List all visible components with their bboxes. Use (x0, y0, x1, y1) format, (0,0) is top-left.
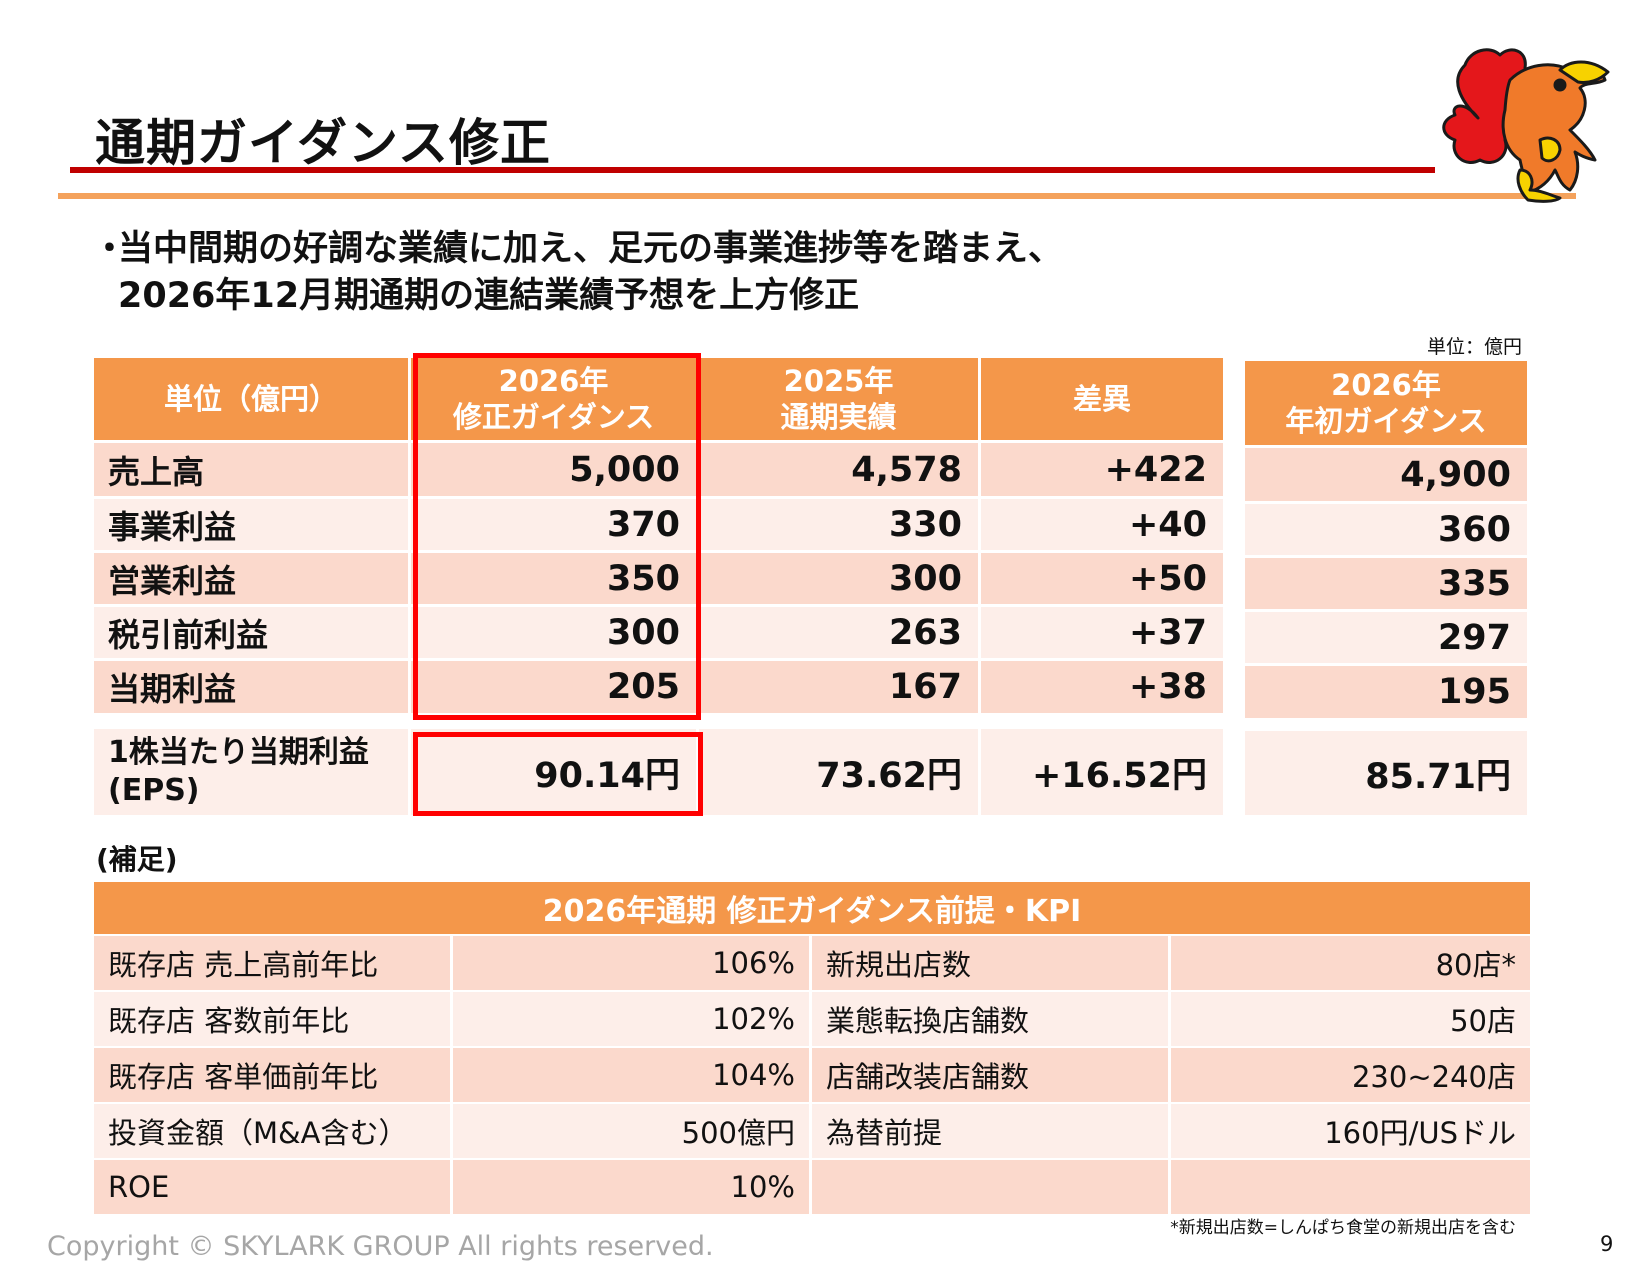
initial-value: 4,900 (1245, 445, 1527, 501)
table-row: 投資金額（M&A含む） 500億円 為替前提 160円/USドル (94, 1102, 1530, 1158)
kpi-label: 店舗改装店舗数 (812, 1046, 1171, 1102)
table-row: 297 (1245, 609, 1527, 663)
table-row: ROE 10% (94, 1158, 1530, 1214)
kpi-table: 2026年通期 修正ガイダンス前提・KPI 既存店 売上高前年比 106% 新規… (94, 882, 1530, 1214)
header-difference: 差異 (981, 358, 1223, 440)
diff-value: +422 (981, 440, 1223, 496)
kpi-label: 新規出店数 (812, 934, 1171, 990)
unit-note: 単位：億円 (1426, 336, 1522, 358)
kpi-value (1171, 1158, 1530, 1214)
title-underline-red (70, 167, 1435, 173)
kpi-label: 既存店 売上高前年比 (94, 934, 453, 990)
header-unit: 単位（億円） (94, 358, 411, 440)
table-row: 既存店 客数前年比 102% 業態転換店舗数 50店 (94, 990, 1530, 1046)
revised-value: 5,000 (411, 440, 699, 496)
table-row: 売上高 5,000 4,578 +422 (94, 440, 1223, 496)
kpi-label: ROE (94, 1158, 453, 1214)
table-row: 税引前利益 300 263 +37 (94, 604, 1223, 658)
kpi-value: 102% (453, 990, 812, 1046)
title-underline-orange (58, 193, 1576, 199)
table-row: 195 (1245, 663, 1527, 718)
table-header-row: 単位（億円） 2026年 修正ガイダンス 2025年 通期実績 差異 (94, 358, 1223, 440)
actual-value: 330 (699, 496, 981, 550)
kpi-label: 既存店 客数前年比 (94, 990, 453, 1046)
eps-revised-value: 90.14円 (411, 729, 699, 815)
kpi-label: 投資金額（M&A含む） (94, 1102, 453, 1158)
header-revised-guidance: 2026年 修正ガイダンス (411, 358, 699, 440)
row-label: 事業利益 (94, 496, 411, 550)
kpi-value: 160円/USドル (1171, 1102, 1530, 1158)
table-row: 既存店 売上高前年比 106% 新規出店数 80店* (94, 934, 1530, 990)
diff-value: +40 (981, 496, 1223, 550)
initial-value: 360 (1245, 501, 1527, 555)
kpi-value: 10% (453, 1158, 812, 1214)
eps-row: 85.71円 (1245, 731, 1527, 815)
row-label: 当期利益 (94, 658, 411, 713)
kpi-value: 230~240店 (1171, 1046, 1530, 1102)
initial-value: 195 (1245, 663, 1527, 718)
header-2025-actual: 2025年 通期実績 (699, 358, 981, 440)
kpi-label: 為替前提 (812, 1102, 1171, 1158)
table-row: 当期利益 205 167 +38 (94, 658, 1223, 713)
revised-value: 370 (411, 496, 699, 550)
table-row: 335 (1245, 555, 1527, 609)
actual-value: 167 (699, 658, 981, 713)
eps-highlight (413, 732, 703, 816)
page-title: 通期ガイダンス修正 (95, 114, 551, 172)
revised-guidance-highlight (413, 353, 701, 720)
kpi-value: 104% (453, 1046, 812, 1102)
copyright: Copyright © SKYLARK GROUP All rights res… (47, 1231, 714, 1262)
header-initial-guidance: 2026年 年初ガイダンス (1245, 361, 1527, 445)
eps-row: 1株当たり当期利益 (EPS) 90.14円 73.62円 +16.52円 (94, 729, 1223, 815)
kpi-label (812, 1158, 1171, 1214)
table-row: 4,900 (1245, 445, 1527, 501)
initial-value: 297 (1245, 609, 1527, 663)
page-number: 9 (1600, 1232, 1614, 1256)
kpi-value: 80店* (1171, 934, 1530, 990)
kpi-value: 50店 (1171, 990, 1530, 1046)
table-row: 営業利益 350 300 +50 (94, 550, 1223, 604)
actual-value: 263 (699, 604, 981, 658)
actual-value: 4,578 (699, 440, 981, 496)
skylark-mascot-logo (1442, 48, 1610, 203)
table-row: 360 (1245, 501, 1527, 555)
table-spacer-row (1245, 718, 1527, 731)
bullet-line-1: 当中間期の好調な業績に加え、足元の事業進捗等を踏まえ、 (118, 229, 1064, 269)
initial-eps-value: 85.71円 (1245, 731, 1527, 815)
actual-value: 300 (699, 550, 981, 604)
guidance-comparison-table: 単位（億円） 2026年 修正ガイダンス 2025年 通期実績 差異 売上高 5,0… (94, 358, 1223, 815)
diff-value: +50 (981, 550, 1223, 604)
initial-value: 335 (1245, 555, 1527, 609)
row-label: 税引前利益 (94, 604, 411, 658)
eps-diff-value: +16.52円 (981, 729, 1223, 815)
kpi-label: 業態転換店舗数 (812, 990, 1171, 1046)
kpi-value: 500億円 (453, 1102, 812, 1158)
table-row: 既存店 客単価前年比 104% 店舗改装店舗数 230~240店 (94, 1046, 1530, 1102)
eps-actual-value: 73.62円 (699, 729, 981, 815)
kpi-value: 106% (453, 934, 812, 990)
diff-value: +37 (981, 604, 1223, 658)
bullet-marker: ・ (92, 229, 128, 269)
row-label: 営業利益 (94, 550, 411, 604)
initial-guidance-table: 2026年 年初ガイダンス 4,900 360 335 297 195 85.71… (1245, 361, 1527, 815)
diff-value: +38 (981, 658, 1223, 713)
table-row: 事業利益 370 330 +40 (94, 496, 1223, 550)
row-label: 売上高 (94, 440, 411, 496)
footnote: *新規出店数=しんぱち食堂の新規出店を含む (1170, 1218, 1516, 1238)
kpi-title: 2026年通期 修正ガイダンス前提・KPI (94, 882, 1530, 934)
kpi-label: 既存店 客単価前年比 (94, 1046, 453, 1102)
table-spacer-row (94, 713, 1223, 729)
eps-label: 1株当たり当期利益 (EPS) (94, 729, 411, 815)
bullet-line-2: 2026年12月期通期の連結業績予想を上方修正 (118, 276, 860, 316)
supplement-label: (補足) (96, 843, 178, 876)
revised-value: 205 (411, 658, 699, 713)
